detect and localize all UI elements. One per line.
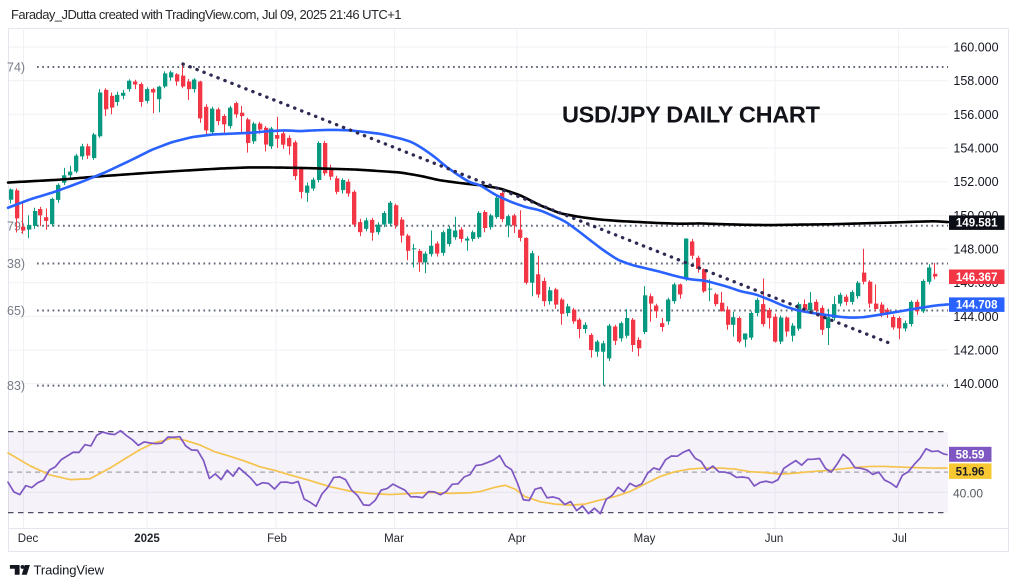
svg-text:142.000: 142.000: [953, 344, 998, 358]
svg-text:TradingView: TradingView: [34, 563, 105, 578]
svg-text:154.000: 154.000: [953, 142, 998, 156]
svg-text:144.000: 144.000: [953, 310, 998, 324]
svg-text:140.000: 140.000: [953, 377, 998, 391]
svg-text:Apr: Apr: [508, 533, 526, 545]
svg-text:152.000: 152.000: [953, 175, 998, 189]
svg-text:144.708: 144.708: [956, 300, 998, 312]
svg-text:58.59: 58.59: [956, 449, 985, 461]
svg-text:USD/JPY DAILY CHART: USD/JPY DAILY CHART: [562, 102, 821, 128]
svg-text:83): 83): [7, 379, 25, 393]
svg-text:Dec: Dec: [18, 533, 39, 545]
svg-text:40.00: 40.00: [953, 486, 983, 500]
svg-text:51.96: 51.96: [956, 466, 985, 478]
svg-text:74): 74): [7, 61, 25, 75]
svg-text:Faraday_JDutta created with Tr: Faraday_JDutta created with TradingView.…: [11, 7, 401, 22]
svg-text:149.581: 149.581: [956, 218, 998, 230]
svg-text:2025: 2025: [134, 533, 160, 545]
svg-text:146.367: 146.367: [956, 272, 998, 284]
svg-text:Jun: Jun: [765, 533, 784, 545]
svg-text:160.000: 160.000: [953, 41, 998, 55]
svg-text:38): 38): [7, 257, 25, 271]
svg-text:Feb: Feb: [267, 533, 287, 545]
svg-text:65): 65): [7, 304, 25, 318]
svg-text:158.000: 158.000: [953, 74, 998, 88]
svg-text:Mar: Mar: [384, 533, 404, 545]
svg-text:May: May: [634, 533, 656, 545]
svg-text:148.000: 148.000: [953, 243, 998, 257]
svg-text:156.000: 156.000: [953, 108, 998, 122]
svg-text:Jul: Jul: [892, 533, 907, 545]
